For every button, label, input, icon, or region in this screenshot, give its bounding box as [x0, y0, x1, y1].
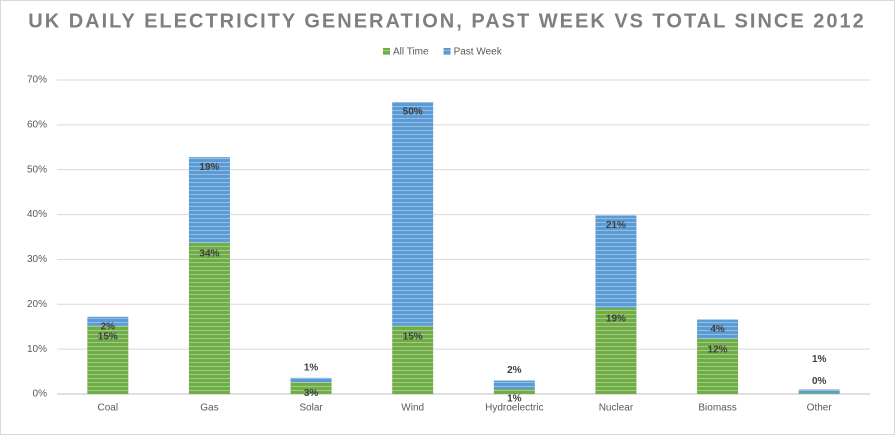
x-tick-label: Wind: [401, 403, 424, 414]
data-label: 2%: [101, 321, 116, 332]
y-tick-label: 40%: [27, 209, 47, 220]
data-label: 15%: [403, 331, 423, 342]
x-tick-label: Coal: [98, 403, 119, 414]
data-label: 19%: [606, 314, 626, 325]
x-tick-label: Nuclear: [599, 403, 634, 414]
x-tick-label: Hydroelectric: [485, 403, 543, 414]
bar-segment: [290, 377, 332, 383]
bar-segment: [290, 382, 332, 394]
legend-label: All Time: [393, 47, 429, 58]
bar-segment: [392, 325, 434, 394]
y-tick-label: 30%: [27, 254, 47, 265]
y-tick-label: 50%: [27, 164, 47, 175]
bar-segment: [392, 101, 434, 326]
x-tick-label: Other: [807, 403, 833, 414]
data-label: 12%: [708, 344, 728, 355]
y-tick-label: 60%: [27, 119, 47, 130]
data-label: 21%: [606, 220, 626, 231]
chart-title: UK DAILY ELECTRICITY GENERATION, PAST WE…: [28, 10, 865, 32]
y-tick-label: 70%: [27, 75, 47, 86]
data-label: 50%: [403, 107, 423, 118]
bar-segment: [595, 215, 637, 308]
x-tick-label: Gas: [200, 403, 218, 414]
bar-segment: [87, 316, 129, 326]
data-label: 2%: [507, 365, 522, 376]
x-tick-label: Biomass: [698, 403, 736, 414]
data-label: 1%: [812, 354, 827, 365]
bar-segment: [595, 307, 637, 394]
x-tick-label: Solar: [299, 403, 323, 414]
data-label: 19%: [199, 162, 219, 173]
bar-segment: [188, 157, 230, 243]
data-label: 3%: [304, 388, 319, 399]
y-tick-label: 20%: [27, 299, 47, 310]
data-label: 1%: [507, 394, 522, 405]
bar-segment: [188, 242, 230, 394]
data-label: 34%: [199, 248, 219, 259]
legend-swatch: [443, 48, 451, 55]
data-label: 4%: [710, 324, 725, 335]
bar-segment: [87, 325, 129, 394]
legend-swatch: [383, 48, 390, 55]
y-tick-label: 10%: [27, 344, 47, 355]
bar-segment: [493, 389, 535, 394]
bar-segment: [798, 393, 840, 394]
legend-label: Past Week: [454, 47, 503, 58]
bar-segment: [697, 338, 739, 394]
bar-segment: [697, 319, 739, 339]
data-label: 0%: [812, 376, 827, 387]
bar-segment: [493, 380, 535, 390]
y-tick-label: 0%: [33, 389, 48, 400]
data-label: 15%: [98, 331, 118, 342]
bar-segment: [798, 389, 840, 394]
data-label: 1%: [304, 362, 319, 373]
